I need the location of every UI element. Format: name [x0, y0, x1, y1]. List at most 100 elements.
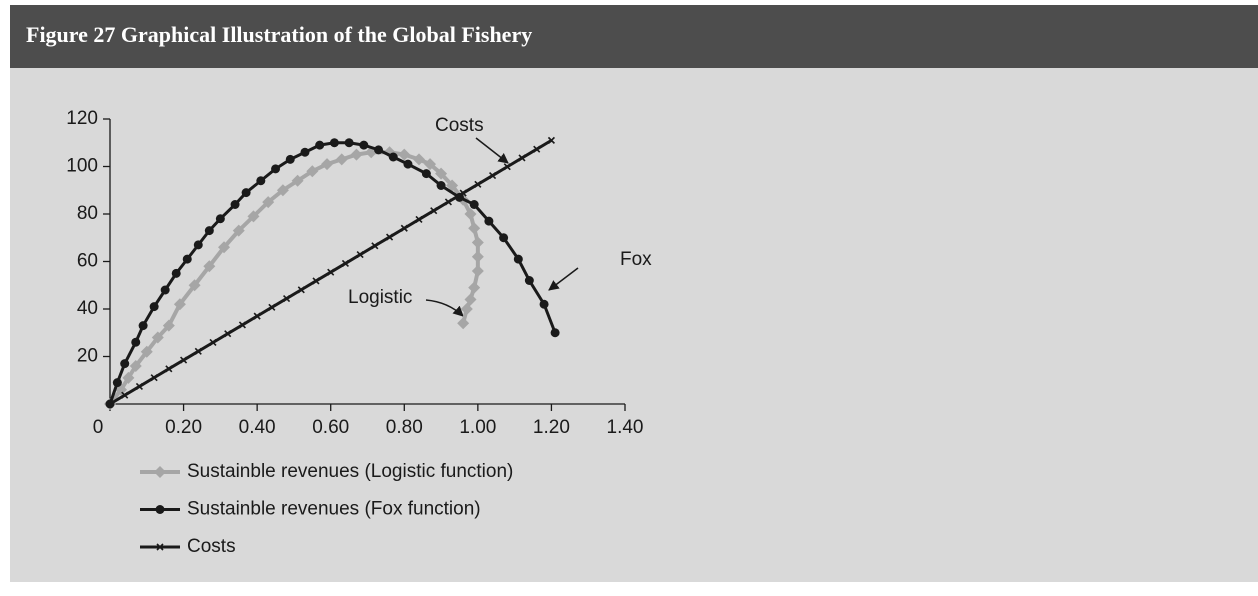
- marker: [285, 154, 295, 164]
- y-tick-label: 60: [77, 251, 98, 272]
- marker: [335, 153, 348, 166]
- marker: [474, 180, 482, 188]
- marker: [106, 400, 114, 408]
- marker: [464, 293, 477, 306]
- marker: [140, 345, 153, 358]
- marker: [121, 391, 129, 399]
- marker: [503, 163, 511, 171]
- marker: [188, 279, 201, 292]
- marker: [215, 214, 225, 224]
- marker: [204, 226, 214, 236]
- legend-label: Sustainble revenues (Fox function): [187, 499, 481, 520]
- marker: [230, 200, 240, 209]
- marker: [388, 152, 398, 162]
- marker: [533, 145, 541, 153]
- x-tick-label: 1.00: [459, 417, 496, 438]
- annotation: Fox: [620, 249, 652, 270]
- marker: [468, 222, 481, 235]
- marker: [297, 286, 305, 294]
- marker: [131, 337, 141, 347]
- panel: [10, 68, 1258, 582]
- legend-marker: [154, 466, 166, 478]
- marker: [469, 200, 479, 209]
- y-tick-label: 20: [77, 346, 98, 367]
- marker: [436, 181, 446, 190]
- x-tick-label: 0: [93, 417, 104, 438]
- marker: [468, 281, 481, 294]
- marker: [444, 198, 452, 206]
- marker: [173, 298, 186, 311]
- marker: [518, 154, 526, 162]
- marker: [312, 277, 320, 285]
- legend-marker: [155, 505, 165, 514]
- legend-label: Costs: [187, 536, 236, 557]
- marker: [471, 236, 484, 249]
- marker: [209, 338, 217, 347]
- annotation-arrow: [425, 299, 464, 317]
- marker: [112, 378, 122, 388]
- marker: [238, 321, 246, 329]
- legend-label: Sustainble revenues (Logistic function): [187, 461, 513, 482]
- x-tick-label: 0.20: [165, 417, 202, 438]
- marker: [424, 158, 437, 171]
- marker: [421, 169, 431, 179]
- marker: [459, 189, 467, 197]
- marker: [415, 215, 423, 224]
- marker: [138, 321, 148, 331]
- marker: [256, 176, 266, 186]
- marker: [300, 147, 310, 157]
- marker: [193, 240, 203, 250]
- y-tick-label: 100: [66, 156, 98, 177]
- annotation: Costs: [435, 115, 484, 136]
- x-tick-label: 0.60: [312, 417, 349, 438]
- marker: [489, 171, 497, 180]
- marker: [374, 145, 384, 155]
- marker: [464, 208, 477, 220]
- marker: [262, 196, 275, 209]
- marker: [180, 356, 188, 364]
- marker: [327, 268, 335, 276]
- marker: [271, 164, 281, 174]
- marker: [400, 224, 408, 232]
- marker: [457, 317, 470, 330]
- x-tick-label: 0.40: [239, 417, 276, 438]
- marker: [484, 216, 494, 226]
- marker: [129, 360, 142, 372]
- marker: [547, 136, 555, 144]
- marker: [253, 312, 261, 320]
- marker: [471, 250, 484, 263]
- marker: [149, 302, 159, 312]
- annotation-arrow: [475, 137, 509, 164]
- legend-marker: [156, 543, 164, 551]
- marker: [460, 303, 473, 315]
- marker: [315, 140, 325, 150]
- marker: [224, 330, 232, 338]
- x-tick-label: 1.40: [607, 417, 644, 438]
- marker: [513, 254, 523, 264]
- header: [10, 5, 1258, 68]
- marker: [524, 276, 534, 285]
- annotation-arrow: [548, 267, 579, 291]
- marker: [550, 328, 560, 338]
- marker: [329, 138, 339, 148]
- annotation: Logistic: [348, 287, 412, 308]
- marker: [135, 382, 143, 390]
- marker: [182, 254, 192, 264]
- y-tick-label: 80: [77, 203, 98, 224]
- marker: [203, 260, 216, 273]
- marker: [344, 138, 354, 148]
- marker: [162, 319, 175, 332]
- marker: [165, 365, 173, 373]
- marker: [398, 148, 411, 161]
- x-tick-label: 1.20: [533, 417, 570, 438]
- marker: [446, 179, 459, 192]
- marker: [350, 148, 363, 161]
- marker: [499, 233, 509, 243]
- marker: [371, 242, 379, 250]
- marker: [151, 331, 164, 344]
- marker: [218, 241, 231, 254]
- marker: [291, 174, 304, 187]
- marker: [356, 251, 364, 259]
- marker: [306, 165, 319, 178]
